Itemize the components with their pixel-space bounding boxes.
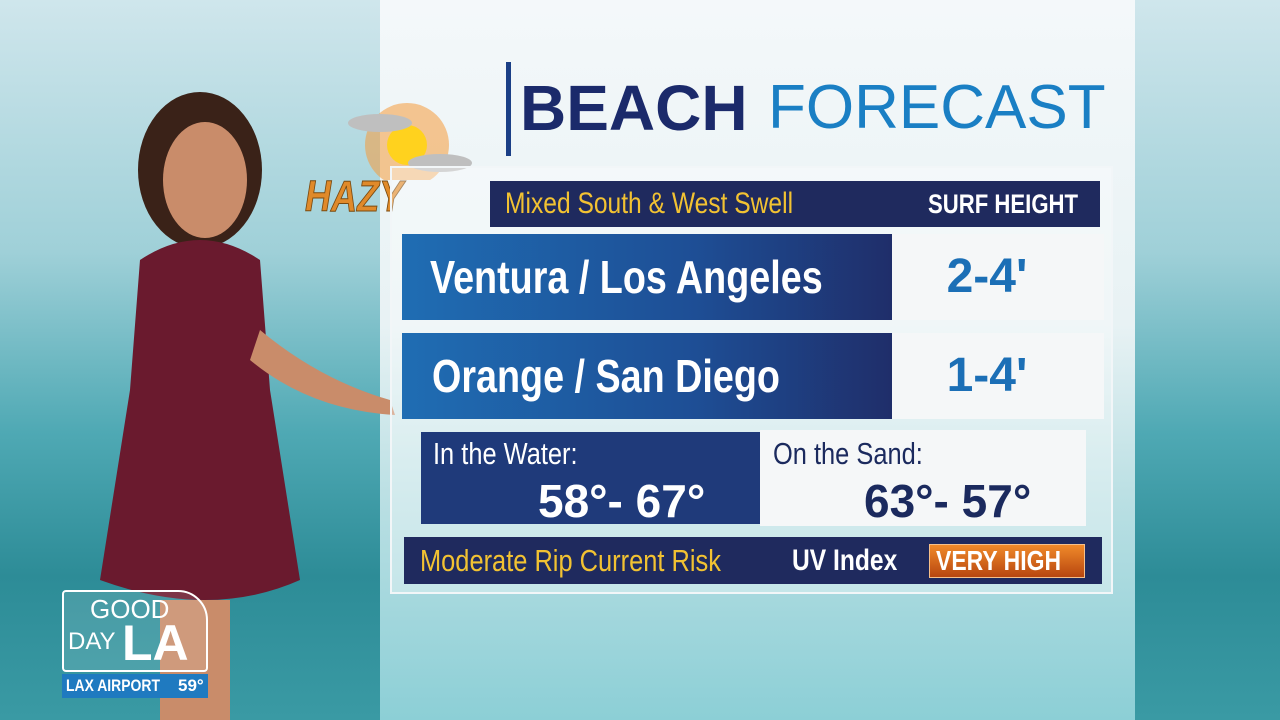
weather-label-text: HAZY — [305, 172, 404, 222]
uv-badge: VERY HIGH — [929, 544, 1085, 578]
logo-temp: 59° — [178, 676, 204, 695]
surf-value: 2-4' — [946, 250, 1028, 303]
sun-icon — [348, 103, 472, 180]
surf-box — [892, 234, 1104, 320]
title-bar — [506, 62, 511, 156]
title-light: FORECAST — [768, 73, 1106, 142]
sand-label-text: On the Sand: — [773, 436, 923, 471]
rip-current: Moderate Rip Current Risk — [420, 537, 787, 584]
region: Ventura / Los Angeles — [430, 234, 909, 320]
title-bold: BEACH — [520, 72, 748, 144]
region-box — [402, 234, 892, 320]
surf-height-header: SURF HEIGHT — [928, 181, 1111, 227]
logo-frame — [62, 590, 208, 672]
water-box — [421, 432, 760, 524]
region: Orange / San Diego — [432, 333, 856, 419]
uv-label: UV Index — [792, 537, 920, 584]
surf-height-label: SURF HEIGHT — [928, 189, 1079, 219]
logo-location-text: LAX AIRPORT — [66, 676, 160, 695]
water-label-text: In the Water: — [433, 436, 578, 471]
logo-la: LA — [122, 615, 189, 671]
uv-label-text: UV Index — [792, 544, 898, 577]
region-text: Ventura / Los Angeles — [430, 251, 823, 303]
water-temp: 58°- 67° — [538, 475, 706, 527]
region-text: Orange / San Diego — [432, 350, 780, 402]
logo-good: GOOD — [90, 594, 170, 624]
rip-current-text: Moderate Rip Current Risk — [420, 543, 721, 578]
swell-bar — [490, 181, 1100, 227]
water-label: In the Water: — [433, 436, 609, 472]
weather-label: HAZY — [305, 172, 425, 222]
surf-box — [892, 333, 1104, 419]
logo-location: LAX AIRPORT — [66, 674, 181, 698]
logo-day: DAY — [68, 628, 116, 655]
surf-value: 1-4' — [946, 349, 1028, 402]
sand-temp: 63°- 57° — [864, 475, 1032, 527]
sand-label: On the Sand: — [773, 436, 956, 472]
region-box — [402, 333, 892, 419]
uv-value: VERY HIGH — [936, 545, 1062, 576]
swell-label: Mixed South & West Swell — [505, 187, 794, 220]
sand-box — [760, 430, 1086, 526]
logo-strip — [62, 674, 208, 698]
swell-text: Mixed South & West Swell — [505, 181, 856, 227]
